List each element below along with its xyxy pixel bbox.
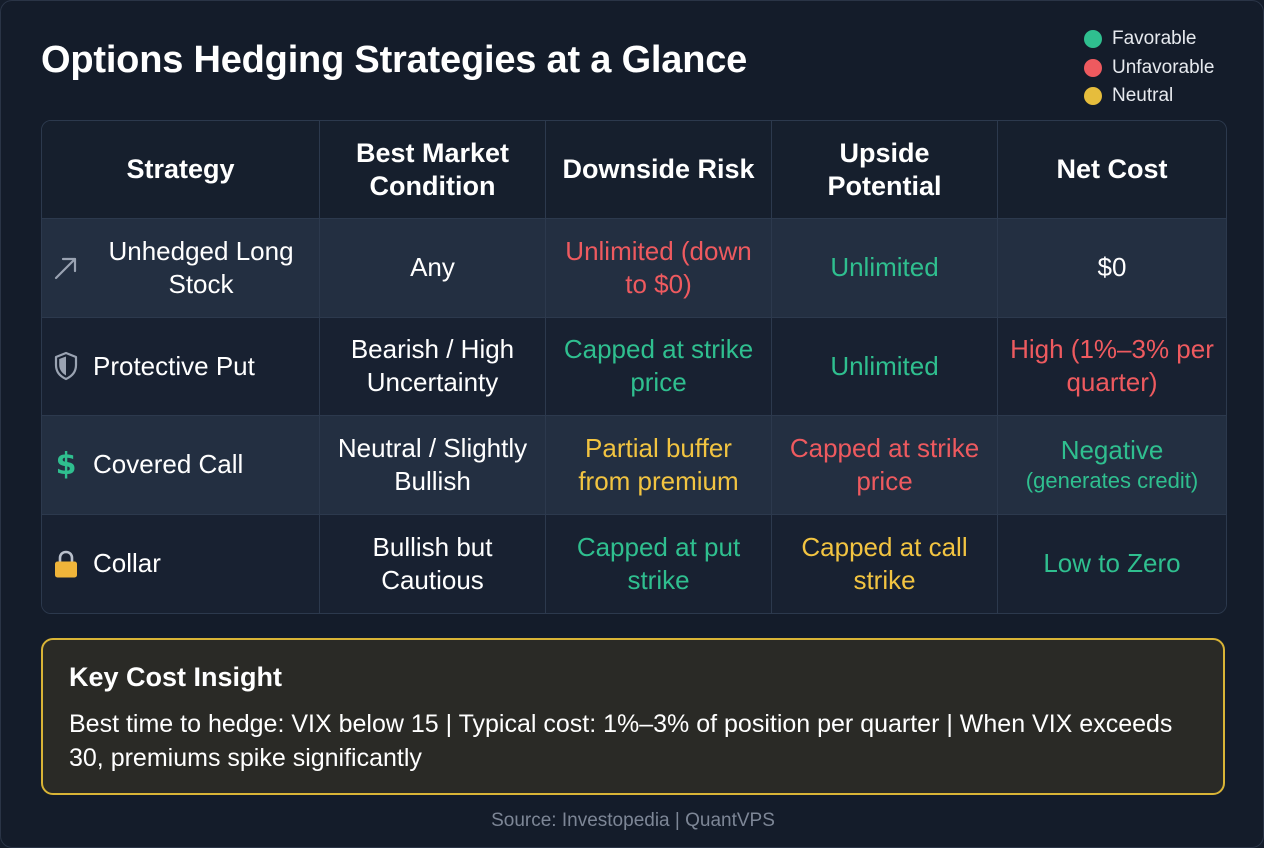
strategy-name: Covered Call bbox=[93, 449, 244, 480]
table-row: Unhedged Long Stock Any Unlimited (down … bbox=[42, 219, 1226, 318]
condition-cell: Bullish but Cautious bbox=[320, 514, 546, 613]
key-insight-box: Key Cost Insight Best time to hedge: VIX… bbox=[41, 638, 1225, 795]
strategy-name: Collar bbox=[93, 548, 161, 579]
neutral-dot-icon bbox=[1084, 87, 1102, 106]
table-row: $ Covered Call Neutral / Slightly Bullis… bbox=[42, 416, 1226, 515]
legend-item-unfavorable: Unfavorable bbox=[1084, 54, 1254, 83]
legend: Favorable Unfavorable Neutral bbox=[1084, 25, 1254, 111]
legend-label: Unfavorable bbox=[1112, 56, 1215, 78]
upside-cell: Unlimited bbox=[772, 317, 998, 416]
table-header-row: Strategy Best Market Condition Downside … bbox=[42, 121, 1226, 219]
legend-label: Neutral bbox=[1112, 85, 1174, 107]
strategy-cell: Unhedged Long Stock bbox=[42, 219, 320, 318]
insight-title: Key Cost Insight bbox=[69, 662, 283, 692]
header-upside-potential: Upside Potential bbox=[772, 121, 998, 219]
unfavorable-dot-icon bbox=[1084, 58, 1102, 77]
header-net-cost: Net Cost bbox=[998, 121, 1226, 219]
padlock-icon bbox=[52, 549, 80, 579]
strategy-cell: $ Covered Call bbox=[42, 416, 320, 515]
legend-label: Favorable bbox=[1112, 28, 1197, 50]
legend-item-neutral: Neutral bbox=[1084, 82, 1254, 111]
shield-icon bbox=[52, 351, 80, 381]
trend-up-arrow-icon bbox=[52, 253, 80, 283]
cost-value: Negative bbox=[1060, 435, 1164, 466]
upside-cell: Capped at strike price bbox=[772, 416, 998, 515]
legend-item-favorable: Favorable bbox=[1084, 25, 1254, 54]
dollar-sign-icon: $ bbox=[55, 446, 77, 482]
cost-note: (generates credit) bbox=[1025, 468, 1199, 494]
table-row: Collar Bullish but Cautious Capped at pu… bbox=[42, 514, 1226, 613]
strategy-name: Protective Put bbox=[93, 350, 255, 381]
favorable-dot-icon bbox=[1084, 30, 1102, 49]
header-market-condition: Best Market Condition bbox=[320, 121, 546, 219]
header-strategy: Strategy bbox=[42, 121, 320, 219]
upside-cell: Unlimited bbox=[772, 219, 998, 318]
condition-cell: Neutral / Slightly Bullish bbox=[320, 416, 546, 515]
strategy-cell: Protective Put bbox=[42, 317, 320, 416]
cost-cell: $0 bbox=[998, 219, 1226, 318]
insight-body: Best time to hedge: VIX below 15 | Typic… bbox=[69, 710, 1173, 772]
upside-cell: Capped at call strike bbox=[772, 514, 998, 613]
source-caption: Source: Investopedia | QuantVPS bbox=[491, 810, 775, 831]
header-downside-risk: Downside Risk bbox=[546, 121, 772, 219]
cost-cell: High (1%–3% per quarter) bbox=[998, 317, 1226, 416]
cost-cell: Negative (generates credit) bbox=[998, 416, 1226, 515]
downside-cell: Partial buffer from premium bbox=[546, 416, 772, 515]
strategy-table: Strategy Best Market Condition Downside … bbox=[41, 120, 1227, 614]
cost-cell: Low to Zero bbox=[998, 514, 1226, 613]
downside-cell: Unlimited (down to $0) bbox=[546, 219, 772, 318]
downside-cell: Capped at strike price bbox=[546, 317, 772, 416]
condition-cell: Any bbox=[320, 219, 546, 318]
downside-cell: Capped at put strike bbox=[546, 514, 772, 613]
strategy-cell: Collar bbox=[42, 514, 320, 613]
strategy-name: Unhedged Long Stock bbox=[108, 235, 294, 299]
condition-cell: Bearish / High Uncertainty bbox=[320, 317, 546, 416]
table-row: Protective Put Bearish / High Uncertaint… bbox=[42, 317, 1226, 416]
page-title: Options Hedging Strategies at a Glance bbox=[41, 39, 748, 81]
